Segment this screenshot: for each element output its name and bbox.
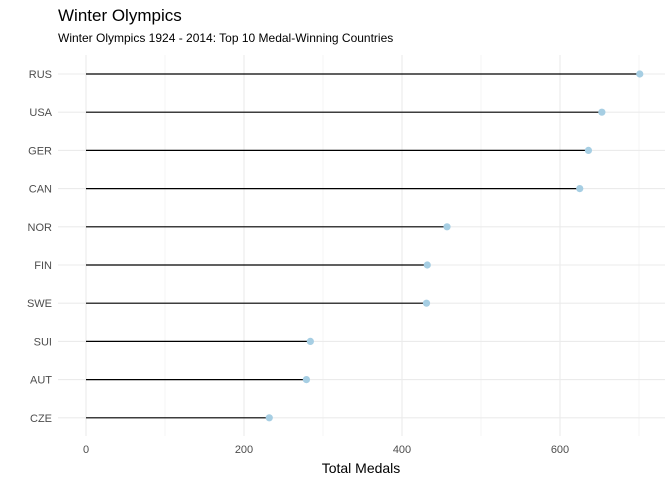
y-tick-label: AUT: [30, 375, 52, 387]
y-tick-label: FIN: [34, 260, 52, 272]
chart-title: Winter Olympics: [58, 6, 182, 25]
plot-marks: [86, 70, 644, 422]
y-tick-label: RUS: [29, 69, 52, 81]
y-tick-label: CAN: [29, 184, 52, 196]
y-tick-label: NOR: [28, 222, 53, 234]
x-tick-label: 400: [393, 444, 411, 456]
y-tick-label: SUI: [34, 336, 52, 348]
lollipop-point-fin: [423, 261, 431, 269]
y-tick-label: CZE: [30, 413, 52, 425]
y-tick-label: SWE: [27, 298, 52, 310]
x-tick-label: 0: [83, 444, 89, 456]
lollipop-point-aut: [302, 376, 311, 384]
lollipop-point-rus: [636, 70, 644, 78]
lollipop-point-nor: [443, 223, 451, 231]
x-tick-label: 200: [235, 444, 253, 456]
lollipop-point-ger: [584, 146, 593, 154]
y-tick-label: GER: [28, 145, 52, 157]
chart-subtitle: Winter Olympics 1924 - 2014: Top 10 Meda…: [58, 31, 393, 45]
lollipop-point-can: [576, 185, 584, 193]
x-tick-label: 600: [551, 444, 569, 456]
y-tick-label: USA: [29, 107, 52, 119]
x-axis-title: Total Medals: [322, 460, 401, 476]
lollipop-point-sui: [306, 337, 314, 345]
lollipop-point-swe: [422, 299, 431, 307]
lollipop-point-usa: [598, 108, 606, 116]
lollipop-point-cze: [265, 414, 273, 422]
axis-labels: RUS USA GER CAN NOR FIN SWE SUI AUT CZE 0 200 400 600: [27, 69, 569, 456]
